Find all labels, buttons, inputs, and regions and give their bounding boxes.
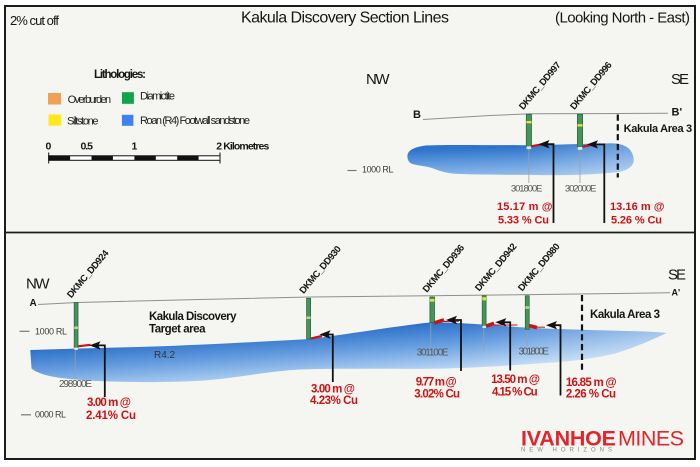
svg-text:B': B': [672, 107, 683, 119]
svg-text:1: 1: [132, 141, 138, 153]
svg-text:0: 0: [46, 141, 52, 153]
svg-text:Diamictite: Diamictite: [140, 91, 175, 103]
svg-text:13.50 m @: 13.50 m @: [491, 374, 540, 386]
svg-text:298900E: 298900E: [59, 379, 92, 390]
svg-text:3.00 m @: 3.00 m @: [87, 397, 131, 409]
svg-text:16.85 m @: 16.85 m @: [566, 377, 617, 389]
svg-text:2% cut off: 2% cut off: [10, 13, 59, 28]
svg-text:B: B: [413, 109, 421, 121]
svg-text:MINES: MINES: [618, 427, 684, 451]
svg-text:Siltstone: Siltstone: [67, 116, 99, 128]
svg-text:5.33 % Cu: 5.33 % Cu: [498, 215, 549, 227]
svg-text:5.26 % Cu: 5.26 % Cu: [611, 215, 662, 227]
svg-text:Roan (R4) Footwall sandstone: Roan (R4) Footwall sandstone: [140, 115, 250, 127]
svg-text:Lithologies:: Lithologies:: [94, 69, 146, 81]
svg-text:IVANHOE: IVANHOE: [521, 427, 616, 451]
svg-text:15.17 m @: 15.17 m @: [497, 201, 553, 213]
svg-text:2.41% Cu: 2.41% Cu: [86, 410, 136, 422]
svg-text:SE: SE: [671, 71, 689, 88]
svg-text:302000E: 302000E: [565, 184, 597, 195]
svg-text:3.02% Cu: 3.02% Cu: [414, 389, 460, 401]
svg-text:Target area: Target area: [149, 324, 206, 336]
svg-text:2.26 % Cu: 2.26 % Cu: [566, 388, 616, 400]
svg-text:Kakula Area 3: Kakula Area 3: [590, 309, 660, 321]
svg-text:1000 RL: 1000 RL: [362, 165, 394, 175]
svg-text:Kakula Discovery: Kakula Discovery: [149, 311, 237, 323]
svg-text:3.00 m @: 3.00 m @: [311, 384, 355, 396]
svg-text:2 Kilometres: 2 Kilometres: [216, 141, 269, 153]
svg-text:Kakula Area 3: Kakula Area 3: [624, 123, 693, 135]
svg-text:0000 RL: 0000 RL: [35, 410, 66, 420]
svg-text:A': A': [672, 288, 681, 298]
svg-text:301800E: 301800E: [511, 184, 543, 195]
svg-text:4.23% Cu: 4.23% Cu: [310, 395, 358, 407]
svg-text:301100E: 301100E: [417, 348, 449, 359]
svg-text:NW: NW: [26, 276, 50, 293]
svg-text:SE: SE: [668, 267, 686, 284]
svg-text:NEW HORIZONS: NEW HORIZONS: [521, 448, 615, 454]
svg-text:A: A: [30, 298, 37, 309]
svg-text:1000 RL: 1000 RL: [35, 327, 67, 337]
svg-text:9.77 m @: 9.77 m @: [416, 377, 457, 389]
svg-text:13.16 m @: 13.16 m @: [610, 201, 665, 213]
svg-text:301800E: 301800E: [519, 347, 550, 358]
svg-text:NW: NW: [366, 71, 390, 88]
svg-text:Overburden: Overburden: [68, 94, 112, 106]
svg-text:0.5: 0.5: [81, 141, 94, 153]
svg-text:R4.2: R4.2: [154, 350, 175, 361]
svg-text:Kakula Discovery Section Lines: Kakula Discovery Section Lines: [241, 10, 449, 27]
svg-text:4.15 % Cu: 4.15 % Cu: [492, 387, 538, 399]
svg-text:(Looking North - East): (Looking North - East): [555, 10, 690, 27]
